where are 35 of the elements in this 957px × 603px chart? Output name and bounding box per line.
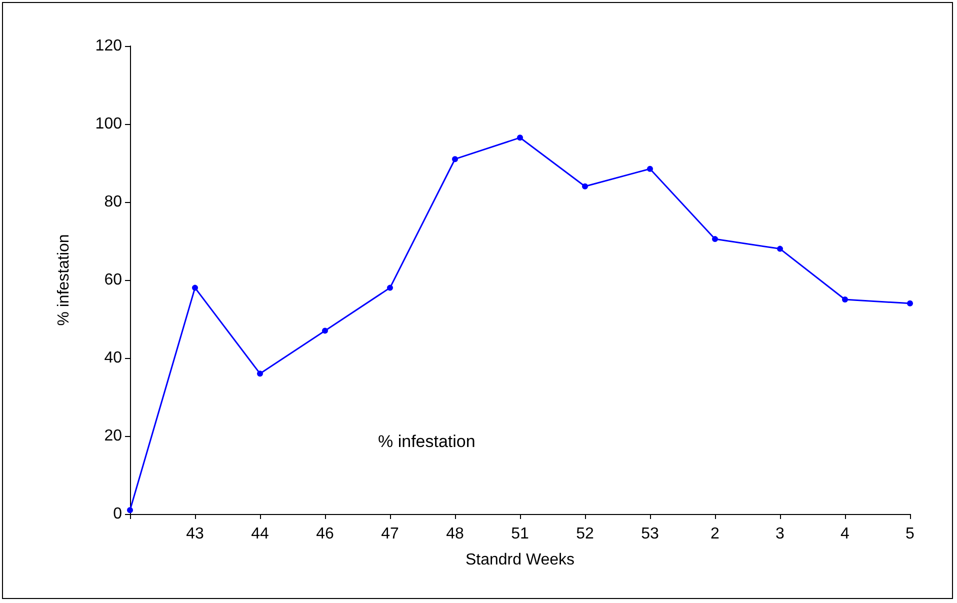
point xyxy=(387,284,393,291)
x-tick-label: 44 xyxy=(251,526,269,542)
y-tick-label: 0 xyxy=(113,506,122,522)
x-tick-label: 43 xyxy=(186,526,204,542)
y-tick-label: 80 xyxy=(104,194,122,210)
x-tick-label: 53 xyxy=(641,526,659,542)
point xyxy=(582,183,588,190)
x-tick-label: 3 xyxy=(776,526,785,542)
y-tick-label: 120 xyxy=(95,38,122,54)
y-tick-label: 60 xyxy=(104,272,122,288)
point xyxy=(907,300,913,306)
x-tick-label: 5 xyxy=(906,526,915,542)
annotation: % infestation xyxy=(378,432,476,451)
y-tick-label: 40 xyxy=(104,350,122,366)
point xyxy=(257,370,263,377)
point xyxy=(517,134,523,141)
point xyxy=(842,296,848,302)
point xyxy=(322,328,328,334)
point xyxy=(777,246,783,252)
x-tick-label: 2 xyxy=(710,526,720,542)
y-axis-title: % infestation xyxy=(56,234,72,326)
point xyxy=(452,156,458,162)
x-tick-label: 52 xyxy=(576,526,594,542)
point xyxy=(712,236,718,242)
y-tick-label: 100 xyxy=(95,116,122,132)
y-tick-label: 20 xyxy=(104,428,122,444)
x-tick-label: 4 xyxy=(840,526,850,542)
x-axis-title: Standrd Weeks xyxy=(465,552,575,568)
x-tick-label: 47 xyxy=(381,526,399,542)
point xyxy=(192,284,198,291)
x-tick-label: 46 xyxy=(316,526,334,542)
point xyxy=(127,507,133,514)
point xyxy=(647,166,653,172)
x-tick-label: 48 xyxy=(446,526,464,542)
x-tick-label: 51 xyxy=(511,526,529,542)
